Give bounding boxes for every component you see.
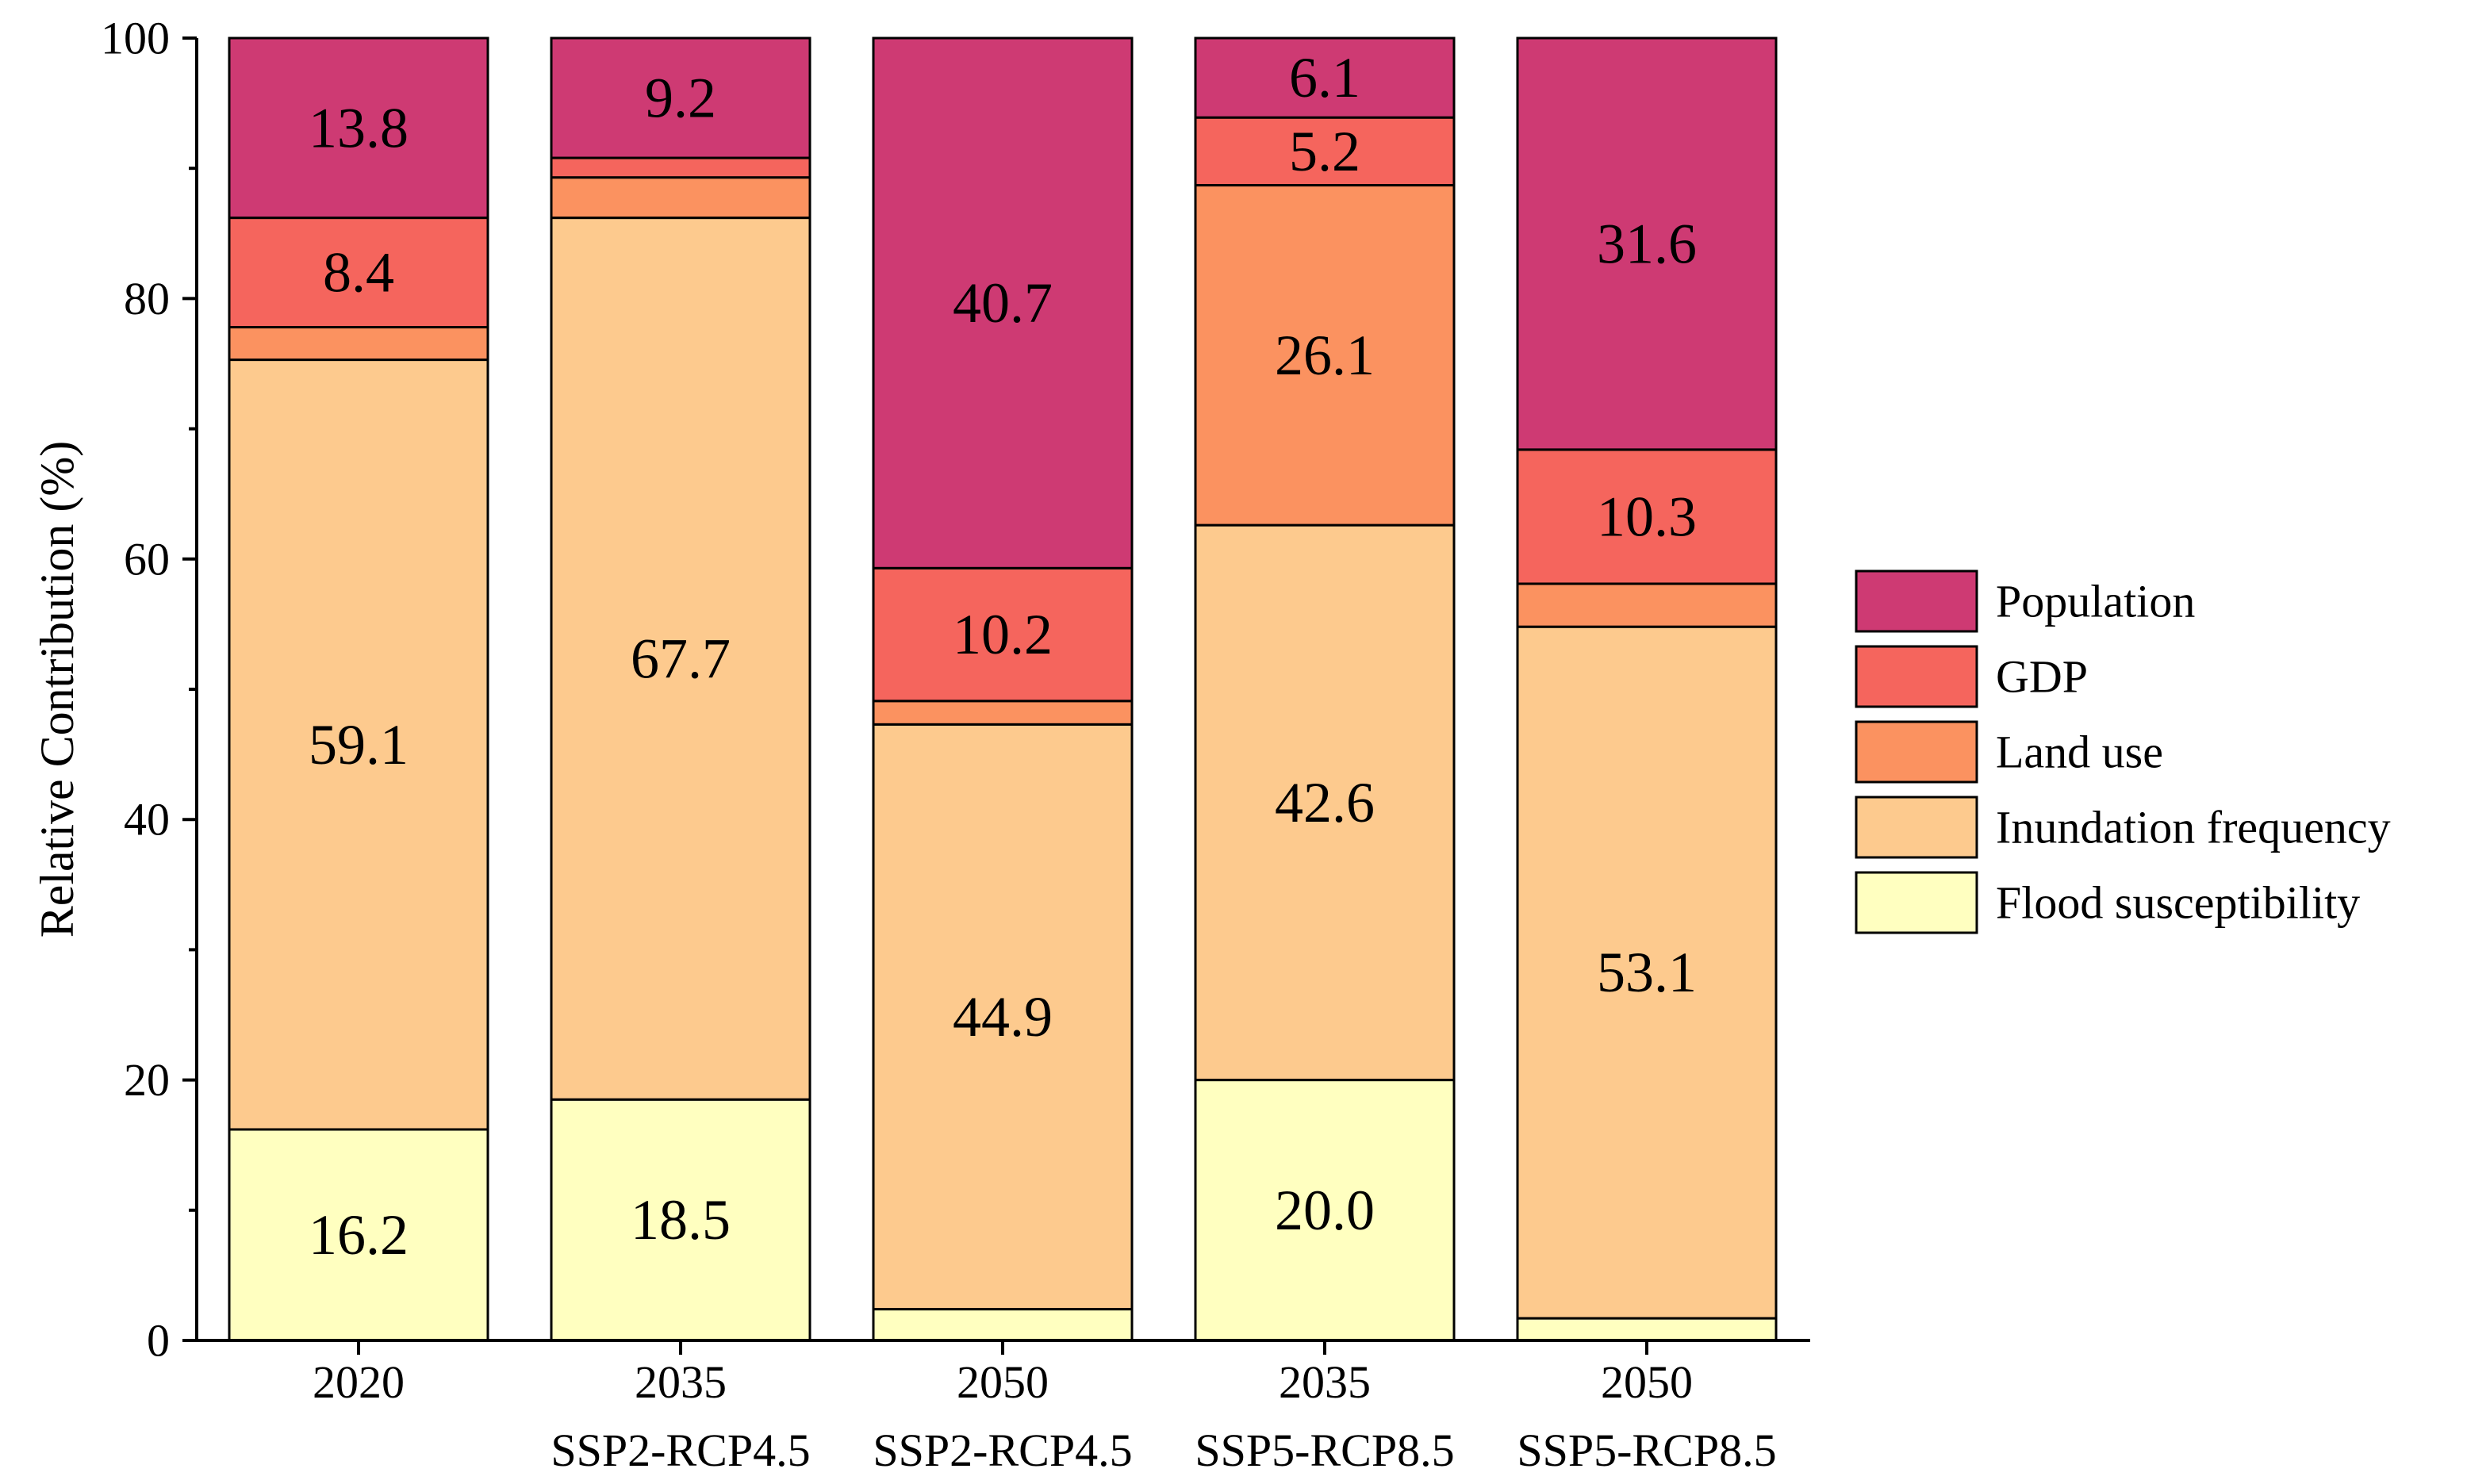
data-label-gdp-5: 10.3 [1597,485,1697,548]
bar-segment-population-4 [1194,36,1456,119]
legend-swatch-inundation-frequency [1855,796,1978,859]
data-label-gdp-3: 10.2 [953,603,1053,666]
bar-segment-inundation-frequency-3 [872,723,1134,1311]
bar-segment-land-use-3 [872,700,1134,726]
data-label-population-5: 31.6 [1597,212,1697,275]
axes-layer: 0 20 40 60 80 100 Relative Contribution (%) 202… [31,13,1810,1476]
bar-segment-population-5 [1516,36,1778,451]
y-tick-label-100: 100 [101,13,170,64]
legend-label-inundation-frequency: Inundation frequency [1996,802,2391,853]
data-label-population-4: 6.1 [1289,46,1360,109]
data-label-inundation-frequency-4: 42.6 [1275,771,1375,834]
data-label-flood-susceptibility-4: 20.0 [1275,1179,1375,1242]
bar-segment-inundation-frequency-2 [550,217,811,1101]
bar-segment-land-use-4 [1194,184,1456,527]
bar-segment-gdp-2 [550,156,811,179]
x-tick-label-scenario-3: SSP2-RCP4.5 [873,1425,1132,1476]
bar-segment-flood-susceptibility-5 [1516,1317,1778,1342]
data-label-population-1: 13.8 [309,96,409,159]
bar-segment-population-2 [550,36,811,159]
bar-segment-flood-susceptibility-2 [550,1098,811,1342]
y-tick-label-80: 80 [124,273,170,324]
bar-segment-land-use-5 [1516,582,1778,628]
bar-segment-land-use-1 [228,326,489,362]
legend-label-flood-susceptibility: Flood susceptibility [1996,877,2360,929]
legend-label-population: Population [1996,576,2195,627]
y-tick-label-40: 40 [124,794,170,846]
bar-segment-population-3 [872,36,1134,569]
data-label-population-3: 40.7 [953,271,1053,335]
y-axis-title: Relative Contribution (%) [31,441,83,938]
data-label-flood-susceptibility-1: 16.2 [309,1203,409,1267]
y-tick-label-0: 0 [147,1315,170,1367]
bar-segment-gdp-5 [1516,448,1778,585]
data-label-inundation-frequency-5: 53.1 [1597,941,1697,1004]
x-tick-label-scenario-4: SSP5-RCP8.5 [1195,1425,1454,1476]
bar-segment-gdp-3 [872,566,1134,703]
x-tick-label-year-5: 2050 [1601,1356,1693,1408]
legend-swatch-gdp [1855,645,1978,708]
x-tick-label-year-2: 2035 [635,1356,727,1408]
bar-segment-population-1 [228,36,489,220]
legend-layer: Population GDP Land use Inundation frequenc… [1855,569,2391,934]
data-label-population-2: 9.2 [645,67,716,130]
legend-label-land-use: Land use [1996,727,2163,778]
x-tick-label-year-3: 2050 [957,1356,1049,1408]
bar-segment-flood-susceptibility-1 [228,1128,489,1342]
x-tick-label-year-4: 2035 [1279,1356,1371,1408]
bar-segment-land-use-2 [550,176,811,220]
bar-segment-inundation-frequency-4 [1194,523,1456,1082]
data-label-land-use-4: 26.1 [1275,324,1375,387]
x-tick-label-scenario-5: SSP5-RCP8.5 [1517,1425,1776,1476]
y-tick-label-60: 60 [124,533,170,585]
legend-label-gdp: GDP [1996,651,2088,703]
x-tick-label-scenario-2: SSP2-RCP4.5 [551,1425,810,1476]
legend-swatch-population [1855,569,1978,633]
data-label-gdp-1: 8.4 [323,241,394,305]
data-label-inundation-frequency-2: 67.7 [631,627,731,690]
y-tick-label-20: 20 [124,1054,170,1106]
data-label-inundation-frequency-3: 44.9 [953,985,1053,1049]
bar-segment-inundation-frequency-1 [228,359,489,1131]
data-label-gdp-4: 5.2 [1289,120,1360,183]
data-label-flood-susceptibility-2: 18.5 [631,1188,731,1252]
bar-segment-flood-susceptibility-3 [872,1308,1134,1342]
legend-swatch-flood-susceptibility [1855,871,1978,934]
bar-segment-inundation-frequency-5 [1516,625,1778,1320]
bars-layer: 16.2 59.1 8.4 13.8 18.5 67.7 9.2 44.9 10.2 40.7 20… [228,36,1778,1342]
data-label-inundation-frequency-1: 59.1 [309,713,409,777]
x-tick-label-year-1: 2020 [313,1356,405,1408]
bar-segment-flood-susceptibility-4 [1194,1079,1456,1342]
legend-swatch-land-use [1855,720,1978,784]
